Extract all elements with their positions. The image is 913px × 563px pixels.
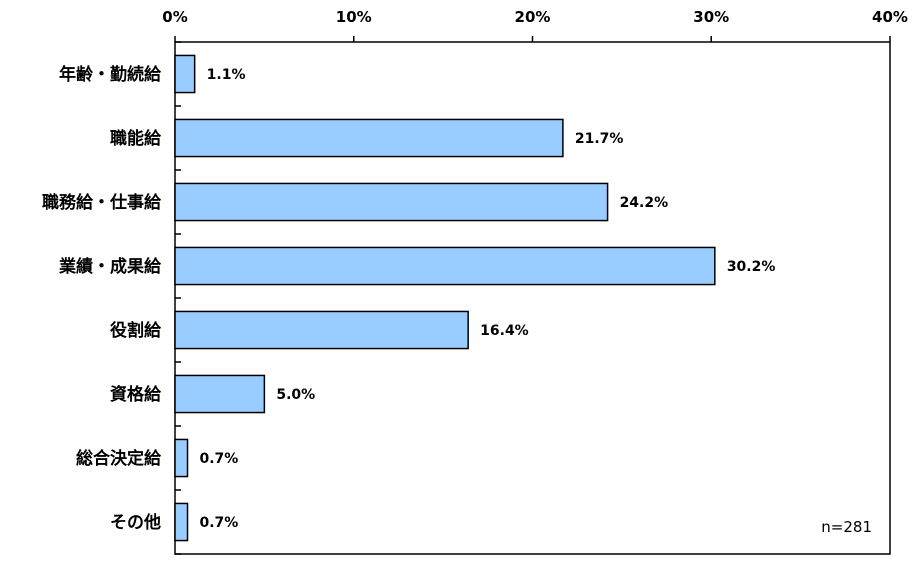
- category-label: 資格給: [110, 384, 162, 405]
- bar: [174, 438, 189, 478]
- data-label: 30.2%: [727, 259, 776, 275]
- category-label: 職務給・仕事給: [42, 192, 162, 213]
- x-tick-label: 10%: [336, 8, 372, 26]
- category-label: 年齢・勤続給: [59, 64, 162, 85]
- x-tick-label: 20%: [515, 8, 551, 26]
- category-label: 総合決定給: [76, 448, 162, 469]
- bar: [174, 246, 716, 286]
- x-tick-label: 30%: [693, 8, 729, 26]
- data-label: 5.0%: [276, 387, 315, 403]
- category-label: 役割給: [110, 320, 162, 341]
- data-label: 0.7%: [200, 451, 239, 467]
- x-tick-label: 0%: [162, 8, 187, 26]
- sample-size-note: n=281: [821, 518, 872, 536]
- x-tick-label: 40%: [872, 8, 908, 26]
- data-label: 0.7%: [200, 515, 239, 531]
- bar: [174, 310, 469, 350]
- bar: [174, 374, 266, 414]
- category-label: 業績・成果給: [59, 256, 162, 277]
- bar: [174, 182, 609, 222]
- data-label: 21.7%: [575, 131, 624, 147]
- bar: [174, 118, 564, 158]
- data-label: 24.2%: [620, 195, 669, 211]
- y-axis-ticks: [175, 41, 181, 555]
- category-label: 職能給: [110, 128, 162, 149]
- bar: [174, 502, 189, 542]
- category-label: その他: [110, 512, 161, 533]
- x-axis-ticks: 0% 10% 20% 30% 40%: [162, 8, 908, 42]
- bar: [174, 54, 196, 94]
- bar-series: 年齢・勤続給 1.1% 職能給 21.7% 職務給・仕事給 24.2% 業績・成果給 30.2…: [42, 54, 776, 542]
- data-label: 16.4%: [480, 323, 529, 339]
- data-label: 1.1%: [207, 67, 246, 83]
